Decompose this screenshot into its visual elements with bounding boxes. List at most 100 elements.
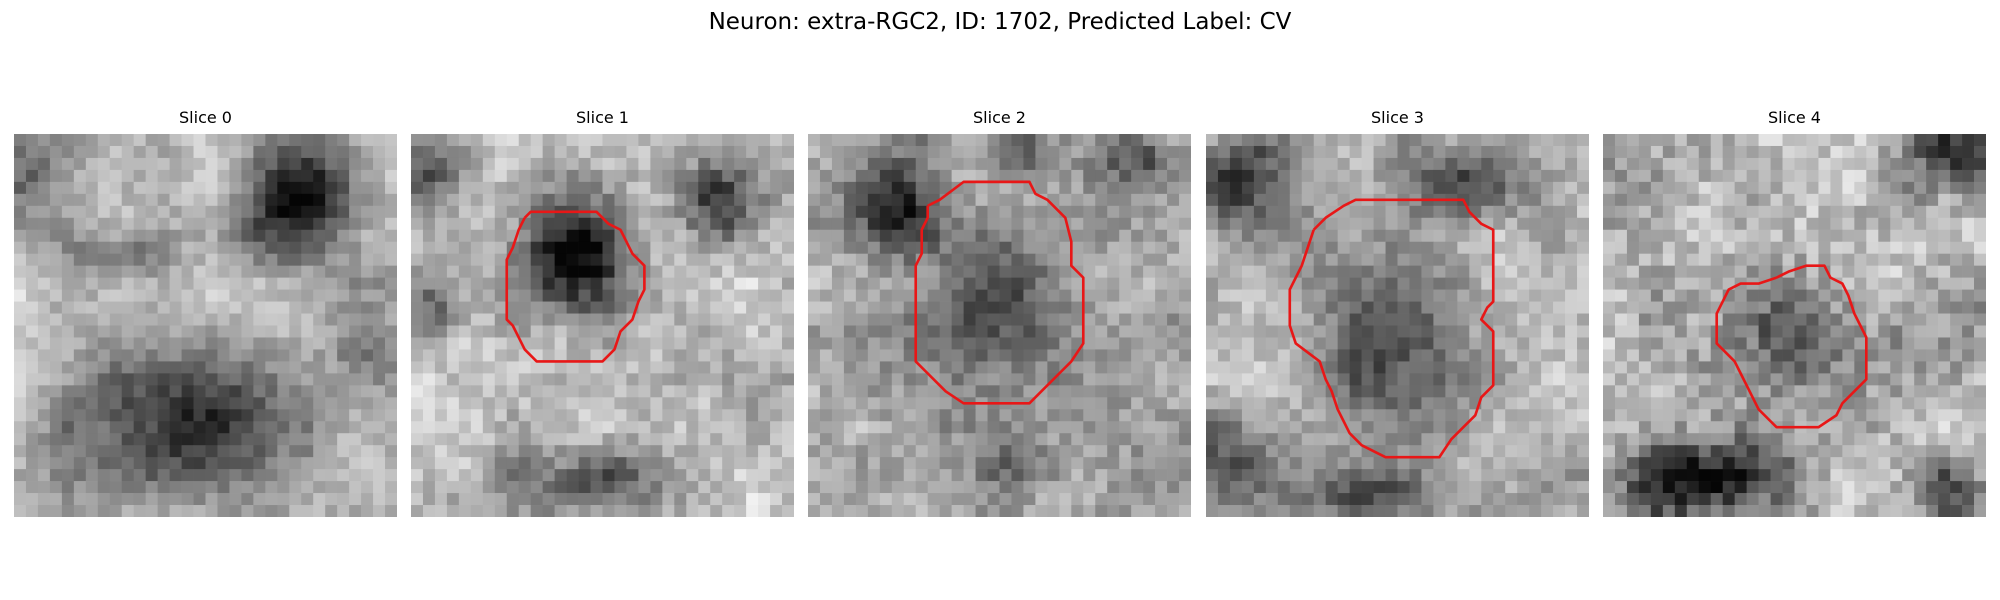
image-pixel <box>530 457 544 470</box>
image-pixel <box>109 193 123 207</box>
image-pixel <box>373 481 386 494</box>
image-pixel <box>1035 433 1048 446</box>
image-pixel <box>662 433 675 446</box>
image-pixel <box>927 205 941 219</box>
image-pixel <box>446 397 460 410</box>
image-pixel <box>1517 361 1530 374</box>
image-pixel <box>1770 217 1783 231</box>
image-pixel <box>542 229 555 243</box>
image-pixel <box>1107 325 1120 338</box>
image-pixel <box>650 349 663 362</box>
image-pixel <box>1553 325 1566 338</box>
image-pixel <box>808 193 821 207</box>
image-pixel <box>566 505 579 517</box>
image-pixel <box>1674 385 1688 398</box>
image-pixel <box>1974 325 1986 338</box>
image-pixel <box>819 169 833 183</box>
image-pixel <box>746 409 759 422</box>
image-pixel <box>121 253 135 267</box>
image-pixel <box>1565 181 1578 195</box>
image-pixel <box>855 145 869 159</box>
image-pixel <box>85 134 99 147</box>
image-pixel <box>1758 361 1771 374</box>
image-pixel <box>1385 181 1398 195</box>
image-pixel <box>554 181 567 195</box>
image-pixel <box>1011 433 1024 446</box>
image-pixel <box>1095 157 1108 171</box>
image-pixel <box>1938 229 1951 243</box>
image-pixel <box>782 289 794 302</box>
image-pixel <box>14 134 27 147</box>
image-pixel <box>25 134 39 147</box>
image-pixel <box>819 469 833 482</box>
image-pixel <box>1265 469 1279 482</box>
image-pixel <box>1143 361 1156 374</box>
image-pixel <box>1131 145 1144 159</box>
image-pixel <box>1083 397 1096 410</box>
image-pixel <box>1229 385 1243 398</box>
image-pixel <box>939 445 952 458</box>
image-pixel <box>831 469 845 482</box>
image-pixel <box>1167 409 1180 422</box>
image-pixel <box>614 277 627 290</box>
image-pixel <box>1325 325 1339 338</box>
image-pixel <box>1095 337 1108 350</box>
image-pixel <box>422 145 436 159</box>
image-pixel <box>1722 301 1736 314</box>
image-pixel <box>746 385 759 398</box>
image-pixel <box>734 253 747 267</box>
image-pixel <box>109 229 123 243</box>
image-pixel <box>614 289 627 302</box>
image-pixel <box>782 169 794 183</box>
image-pixel <box>1206 397 1219 410</box>
image-pixel <box>1818 193 1831 207</box>
image-pixel <box>1167 157 1180 171</box>
image-pixel <box>855 169 869 183</box>
image-pixel <box>1071 409 1084 422</box>
image-pixel <box>1746 433 1759 446</box>
image-pixel <box>1926 373 1939 386</box>
image-pixel <box>1119 277 1132 290</box>
image-pixel <box>518 493 532 506</box>
image-pixel <box>458 505 472 517</box>
image-pixel <box>229 493 242 506</box>
image-pixel <box>73 145 87 159</box>
image-pixel <box>1265 157 1279 171</box>
image-pixel <box>903 169 917 183</box>
image-pixel <box>1782 385 1795 398</box>
image-pixel <box>229 337 242 350</box>
image-pixel <box>1445 313 1458 326</box>
image-pixel <box>1541 409 1554 422</box>
image-pixel <box>121 169 135 183</box>
image-pixel <box>229 445 242 458</box>
image-pixel <box>229 145 242 159</box>
image-pixel <box>361 205 374 219</box>
image-pixel <box>1770 361 1783 374</box>
image-pixel <box>1698 157 1712 171</box>
image-pixel <box>1143 253 1156 267</box>
image-pixel <box>1167 277 1180 290</box>
image-pixel <box>145 169 158 183</box>
image-pixel <box>554 397 567 410</box>
image-pixel <box>782 505 794 517</box>
image-pixel <box>770 134 783 147</box>
image-pixel <box>1517 325 1530 338</box>
image-pixel <box>434 433 448 446</box>
image-pixel <box>277 301 290 314</box>
image-pixel <box>217 313 230 326</box>
image-pixel <box>1059 265 1072 278</box>
image-pixel <box>891 337 905 350</box>
image-pixel <box>746 157 759 171</box>
image-pixel <box>1385 289 1398 302</box>
image-pixel <box>289 313 302 326</box>
image-pixel <box>578 385 591 398</box>
image-pixel <box>253 289 266 302</box>
image-pixel <box>1541 134 1554 147</box>
image-pixel <box>1974 265 1986 278</box>
image-pixel <box>1313 433 1327 446</box>
image-pixel <box>14 313 27 326</box>
image-pixel <box>963 313 976 326</box>
image-pixel <box>638 181 651 195</box>
image-pixel <box>626 349 639 362</box>
image-pixel <box>1529 397 1542 410</box>
